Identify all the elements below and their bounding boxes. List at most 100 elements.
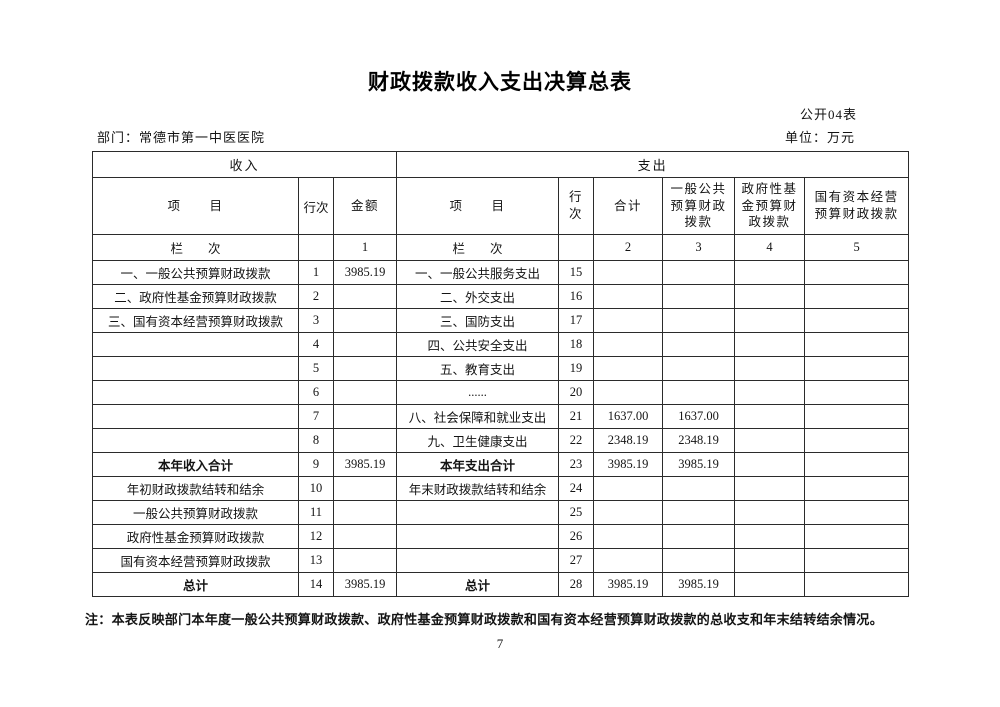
- expense-total: [593, 524, 664, 549]
- income-item: 总计: [92, 572, 299, 597]
- expense-general-public: [662, 260, 736, 285]
- expense-item-header: 项 目: [396, 177, 560, 235]
- table-row-subtotal: 本年收入合计 9 3985.19 本年支出合计 23 3985.19 3985.…: [92, 452, 910, 477]
- table-row: 政府性基金预算财政拨款 12 26: [92, 524, 910, 549]
- income-line-no: 12: [298, 524, 334, 549]
- income-amount: 3985.19: [332, 572, 398, 597]
- expense-line-no: 23: [558, 452, 595, 477]
- income-amount: 3985.19: [332, 260, 398, 285]
- income-line-no: 7: [298, 404, 334, 429]
- income-index-label: 栏 次: [92, 234, 299, 261]
- expense-item: ......: [396, 380, 560, 405]
- expense-general-public: [662, 332, 736, 357]
- expense-general-public: [662, 548, 736, 573]
- income-item: [92, 404, 299, 429]
- expense-state-capital: [804, 284, 910, 309]
- state-capital-index: 5: [804, 234, 910, 261]
- expense-line-no: 20: [558, 380, 595, 405]
- unit-label: 单位：万元: [784, 130, 855, 145]
- income-item: 政府性基金预算财政拨款: [92, 524, 299, 549]
- income-index-line: [298, 234, 334, 261]
- expense-item: 八、社会保障和就业支出: [396, 404, 560, 429]
- expense-item: 年末财政拨款结转和结余: [396, 476, 560, 501]
- income-line-no: 2: [298, 284, 334, 309]
- income-item: [92, 380, 299, 405]
- expense-gov-fund: [734, 380, 806, 405]
- expense-general-public: [662, 524, 736, 549]
- expense-item: [396, 524, 560, 549]
- expense-state-capital: [804, 452, 910, 477]
- expense-item: 二、外交支出: [396, 284, 560, 309]
- expense-general-public: [662, 308, 736, 333]
- income-item: 国有资本经营预算财政拨款: [92, 548, 299, 573]
- income-amount: [332, 380, 398, 405]
- expense-gov-fund: [734, 452, 806, 477]
- expense-state-capital: [804, 380, 910, 405]
- column-index-row: 栏 次 1 栏 次 2 3 4 5: [92, 234, 910, 261]
- expense-general-public: 3985.19: [662, 572, 736, 597]
- table-note: 注：本表反映部门本年度一般公共预算财政拨款、政府性基金预算财政拨款和国有资本经营…: [85, 612, 884, 627]
- expense-gov-fund: [734, 308, 806, 333]
- expense-index-line: [558, 234, 595, 261]
- expense-total: [593, 356, 664, 381]
- state-capital-budget-header: 国有资本经营 预算财政拨款: [804, 177, 910, 235]
- income-amount: 3985.19: [332, 452, 398, 477]
- section-header-row: 收入 支出: [91, 151, 910, 178]
- expense-general-public: 1637.00: [662, 404, 736, 429]
- income-line-no: 5: [298, 356, 334, 381]
- expense-gov-fund: [734, 524, 806, 549]
- income-item: 三、国有资本经营预算财政拨款: [92, 308, 299, 333]
- expense-general-public: [662, 476, 736, 501]
- income-item: 一般公共预算财政拨款: [92, 500, 299, 525]
- expense-line-no: 27: [558, 548, 595, 573]
- expense-line-no-header: 行 次: [558, 177, 595, 235]
- income-amount: [332, 428, 398, 453]
- expense-total: [593, 308, 664, 333]
- expense-line-no: 24: [558, 476, 595, 501]
- expense-state-capital: [804, 404, 910, 429]
- expense-gov-fund: [734, 428, 806, 453]
- income-line-no-header: 行次: [298, 177, 334, 235]
- page-title: 财政拨款收入支出决算总表: [368, 71, 632, 94]
- income-amount-header: 金额: [332, 177, 398, 235]
- expense-gov-fund: [734, 332, 806, 357]
- expense-total: [593, 380, 664, 405]
- table-row: 一、一般公共预算财政拨款 1 3985.19 一、一般公共服务支出 15: [92, 260, 910, 285]
- income-amount: [332, 524, 398, 549]
- income-amount: [332, 356, 398, 381]
- expense-item: 九、卫生健康支出: [396, 428, 560, 453]
- table-row: 5 五、教育支出 19: [92, 356, 910, 381]
- income-line-no: 14: [298, 572, 334, 597]
- expense-state-capital: [804, 572, 910, 597]
- expense-item: 总计: [396, 572, 560, 597]
- expense-state-capital: [804, 332, 910, 357]
- income-line-no: 1: [298, 260, 334, 285]
- expense-state-capital: [804, 476, 910, 501]
- expense-item: [396, 500, 560, 525]
- expense-line-no: 17: [558, 308, 595, 333]
- expense-state-capital: [804, 260, 910, 285]
- expense-total-index: 2: [593, 234, 664, 261]
- table-row: 8 九、卫生健康支出 22 2348.19 2348.19: [92, 428, 910, 453]
- income-item: 本年收入合计: [92, 452, 299, 477]
- expense-index-label: 栏 次: [396, 234, 560, 261]
- general-public-budget-header: 一般公共 预算财政 拨款: [662, 177, 736, 235]
- expense-gov-fund: [734, 548, 806, 573]
- table-row-grand-total: 总计 14 3985.19 总计 28 3985.19 3985.19: [92, 572, 910, 597]
- expense-item: 三、国防支出: [396, 308, 560, 333]
- page-number: 7: [496, 636, 504, 651]
- income-amount: [332, 500, 398, 525]
- gov-fund-budget-header: 政府性基 金预算财 政拨款: [734, 177, 806, 235]
- expense-state-capital: [804, 356, 910, 381]
- income-item-header: 项 目: [92, 177, 299, 235]
- expense-line-no: 18: [558, 332, 595, 357]
- income-item: 二、政府性基金预算财政拨款: [92, 284, 299, 309]
- expense-state-capital: [804, 428, 910, 453]
- expense-item: 五、教育支出: [396, 356, 560, 381]
- expense-total: 3985.19: [593, 452, 664, 477]
- table-row: 6 ...... 20: [92, 380, 910, 405]
- income-line-no: 6: [298, 380, 334, 405]
- expense-item: 一、一般公共服务支出: [396, 260, 560, 285]
- expense-total: [593, 548, 664, 573]
